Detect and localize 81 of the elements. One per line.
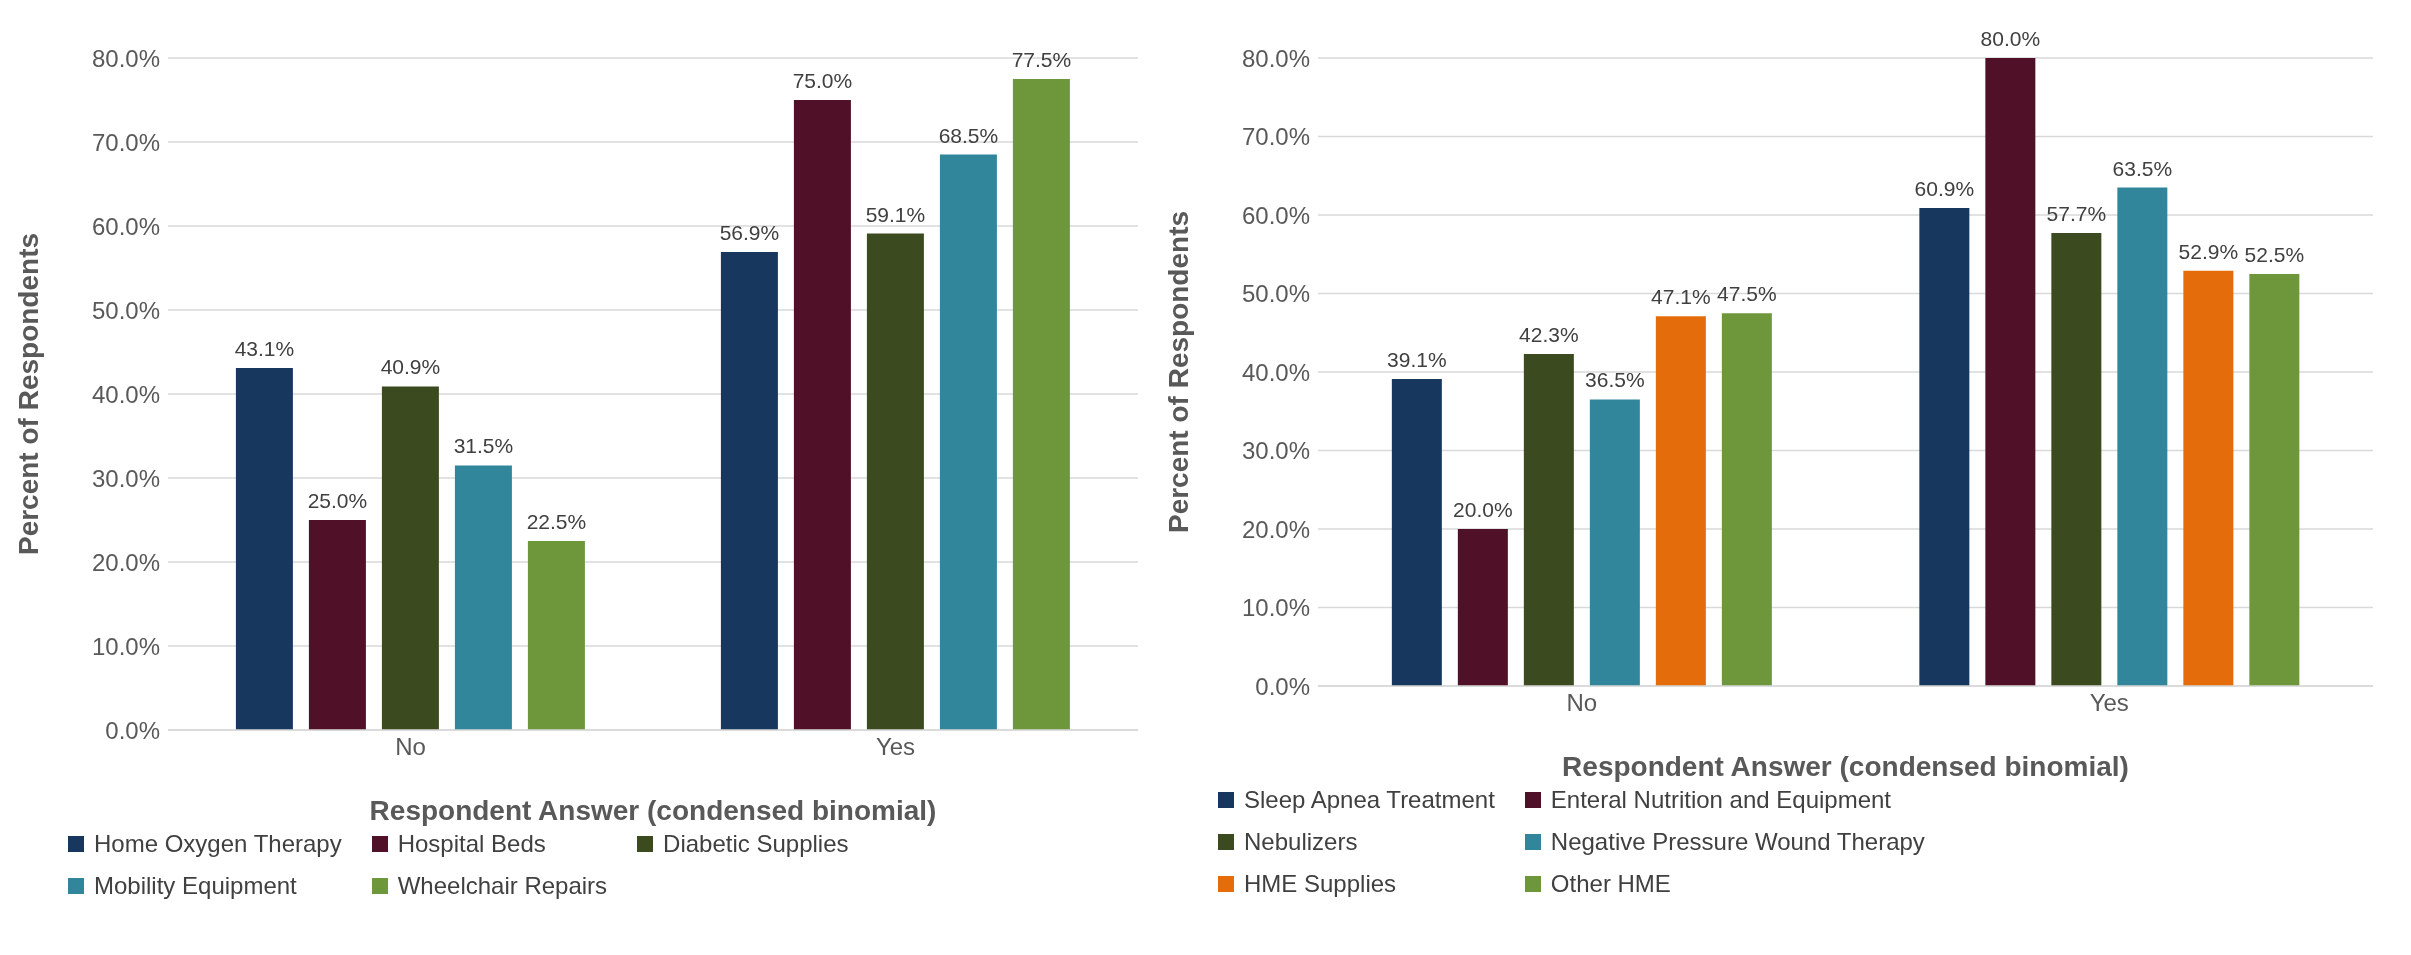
data-label: 63.5% — [2112, 156, 2173, 180]
data-label: 22.5% — [526, 510, 587, 533]
bar — [720, 252, 778, 730]
legend-label: Mobility Equipment — [94, 872, 297, 900]
data-label: 75.0% — [792, 69, 853, 92]
data-label: 25.0% — [307, 489, 368, 512]
legend-label: Hospital Beds — [397, 830, 546, 858]
data-label: 57.7% — [2046, 202, 2107, 226]
data-label: 47.1% — [1651, 285, 1711, 309]
y-tick-label: 50.0% — [91, 296, 160, 324]
bar — [1523, 353, 1574, 686]
bar — [235, 367, 293, 730]
y-tick-label: 70.0% — [1241, 123, 1310, 151]
bar — [2183, 270, 2234, 686]
y-tick-label: 60.0% — [91, 212, 160, 240]
legend-label: Nebulizers — [1244, 828, 1358, 856]
bar — [454, 465, 512, 730]
bar — [2249, 273, 2300, 686]
bar — [1589, 399, 1640, 686]
bar — [1655, 316, 1706, 686]
data-label: 47.5% — [1717, 282, 1777, 306]
data-label: 43.1% — [234, 336, 295, 360]
bar — [866, 233, 924, 730]
y-tick-label: 10.0% — [1241, 594, 1310, 622]
bar — [2117, 187, 2168, 686]
bar — [381, 386, 439, 730]
data-label: 39.1% — [1387, 348, 1447, 372]
data-label: 68.5% — [938, 123, 999, 147]
legend-label: HME Supplies — [1244, 870, 1397, 898]
bar — [1457, 529, 1508, 686]
y-tick-label: 0.0% — [105, 716, 160, 744]
bar — [1391, 379, 1442, 686]
bar — [308, 520, 366, 730]
data-label: 56.9% — [719, 221, 780, 245]
bar — [939, 154, 997, 730]
data-label: 59.1% — [865, 202, 926, 226]
y-axis-title: Percent of Respondents — [1162, 210, 1194, 534]
y-tick-label: 30.0% — [1241, 437, 1310, 465]
x-tick-label: Yes — [2089, 689, 2129, 717]
data-label: 40.9% — [380, 355, 441, 379]
x-axis-title: Respondent Answer (condensed binomial) — [369, 795, 937, 826]
y-tick-label: 40.0% — [1241, 358, 1310, 386]
bar — [1012, 79, 1070, 730]
data-label: 52.5% — [2244, 242, 2305, 266]
data-label: 36.5% — [1585, 368, 1645, 392]
bar — [1721, 313, 1772, 686]
y-tick-label: 20.0% — [1241, 515, 1310, 543]
data-label: 42.3% — [1519, 322, 1579, 346]
data-label: 31.5% — [453, 434, 514, 458]
legend-label: Enteral Nutrition and Equipment — [1550, 786, 1892, 814]
data-label: 80.0% — [1980, 27, 2041, 50]
legend-label: Home Oxygen Therapy — [94, 830, 342, 858]
legend-label: Sleep Apnea Treatment — [1244, 786, 1495, 814]
x-axis-title: Respondent Answer (condensed binomial) — [1562, 751, 2129, 782]
y-tick-label: 70.0% — [91, 128, 160, 156]
data-label: 20.0% — [1453, 498, 1513, 521]
y-tick-label: 0.0% — [1255, 672, 1310, 700]
y-tick-label: 80.0% — [1241, 44, 1310, 72]
y-tick-label: 80.0% — [91, 44, 160, 72]
y-tick-label: 30.0% — [91, 464, 160, 492]
x-tick-label: No — [395, 733, 426, 761]
legend-label: Negative Pressure Wound Therapy — [1550, 828, 1925, 856]
bar — [527, 541, 585, 730]
data-label: 52.9% — [2178, 239, 2239, 263]
legend-label: Wheelchair Repairs — [397, 872, 608, 900]
bar — [2051, 233, 2102, 686]
y-tick-label: 10.0% — [91, 632, 160, 660]
x-tick-label: Yes — [875, 733, 916, 761]
y-tick-label: 60.0% — [1241, 201, 1310, 229]
y-tick-label: 40.0% — [91, 380, 160, 408]
y-tick-label: 20.0% — [91, 548, 160, 576]
bar — [1919, 207, 1970, 686]
y-axis-title: Percent of Respondents — [12, 232, 44, 556]
legend-label: Other HME — [1550, 870, 1671, 898]
x-tick-label: No — [1566, 689, 1598, 717]
bar — [1985, 58, 2036, 686]
data-label: 60.9% — [1914, 176, 1975, 200]
bar — [793, 100, 851, 730]
y-tick-label: 50.0% — [1241, 280, 1310, 308]
legend-label: Diabetic Supplies — [663, 830, 849, 858]
data-label: 77.5% — [1011, 48, 1072, 71]
